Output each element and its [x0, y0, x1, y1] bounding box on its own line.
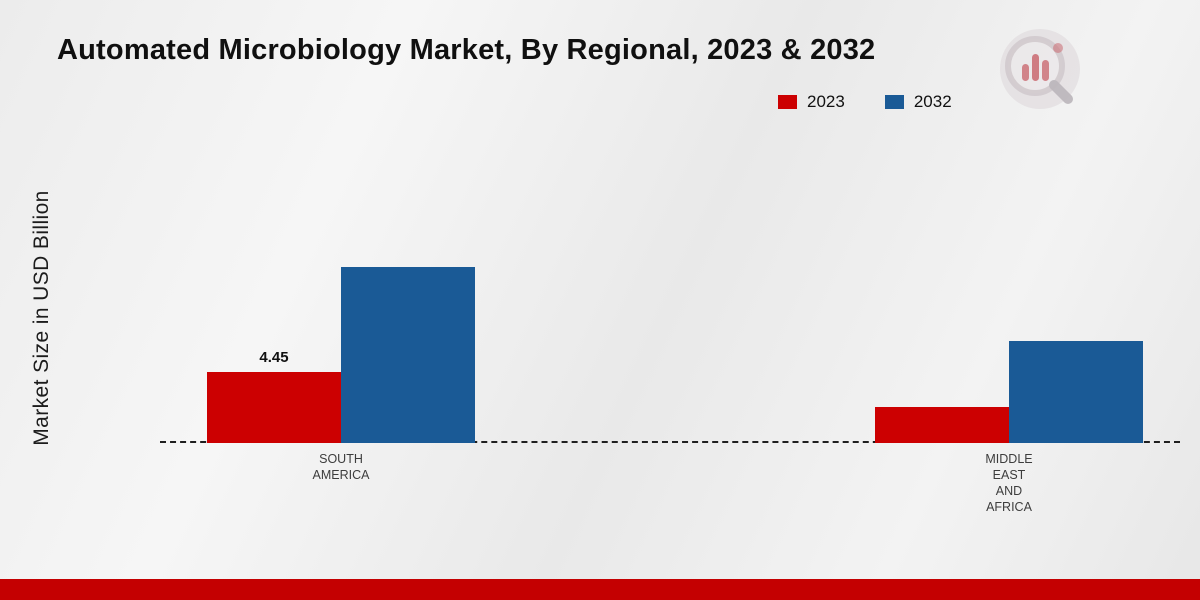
category-label-middle-east-and-africa: MIDDLE EAST AND AFRICA: [985, 451, 1032, 515]
legend-swatch-2023: [778, 95, 797, 109]
category-label-line: MIDDLE: [985, 452, 1033, 466]
category-label-line: AND: [995, 484, 1023, 498]
bar-2023-south-america: 4.45: [207, 349, 341, 443]
legend-item-2023: 2023: [778, 92, 845, 112]
bar-2032-middle-east-and-africa: [1009, 341, 1143, 443]
logo-graphic: [1000, 29, 1080, 109]
bar-group-south-america: 4.45: [207, 267, 475, 443]
y-axis-label: Market Size in USD Billion: [30, 190, 53, 446]
bar-value-label-2023-south-america: 4.45: [259, 349, 289, 366]
legend-label-2023: 2023: [807, 92, 845, 111]
legend-swatch-2032: [884, 95, 904, 109]
bar-2023-middle-east-and-africa: [875, 407, 1009, 443]
bar-group-middle-east-and-africa: [875, 341, 1143, 443]
category-label-line: EAST: [992, 468, 1026, 482]
plot-area: 4.45: [160, 130, 1180, 443]
category-label-line: SOUTH: [319, 452, 363, 466]
footer-bar: [0, 579, 1200, 600]
chart-title: Automated Microbiology Market, By Region…: [57, 34, 876, 66]
category-label-line: AFRICA: [986, 500, 1032, 514]
legend-label-2032: 2032: [913, 92, 952, 111]
legend-item-2032: 2032: [884, 92, 952, 112]
x-axis-baseline: [160, 441, 1180, 443]
bar-2032-south-america: [341, 267, 475, 443]
category-label-line: AMERICA: [312, 468, 370, 482]
category-label-south-america: SOUTH AMERICA: [313, 451, 370, 483]
legend: 2023 2032: [778, 92, 952, 112]
market-research-future-logo: [990, 24, 1090, 121]
